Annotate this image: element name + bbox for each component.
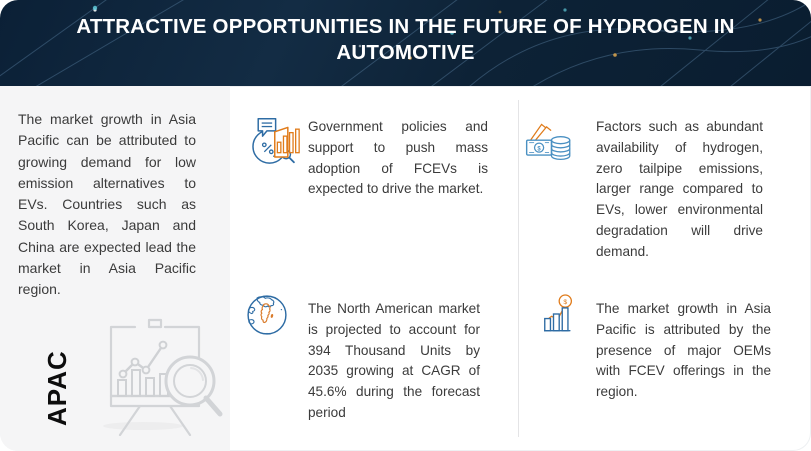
svg-text:$: $ [563, 299, 567, 306]
